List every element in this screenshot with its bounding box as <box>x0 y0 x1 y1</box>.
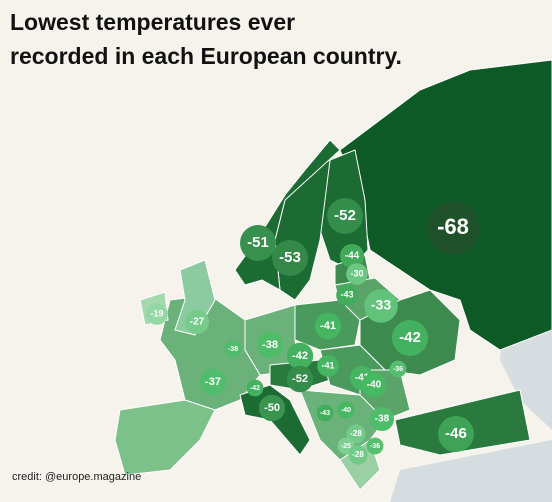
title: Lowest temperatures ever <box>10 9 295 35</box>
region-label: -30 <box>350 268 363 278</box>
region-marker <box>258 394 286 422</box>
region-marker <box>370 407 394 431</box>
region-marker <box>389 360 407 378</box>
region-marker <box>256 331 284 359</box>
region-marker <box>336 284 358 306</box>
region-label: -42 <box>250 385 260 392</box>
region-marker <box>272 240 308 276</box>
region-marker <box>362 373 386 397</box>
region-label: -42 <box>292 350 308 362</box>
region-marker <box>316 404 334 422</box>
region-marker <box>337 401 355 419</box>
region-label: -40 <box>367 380 382 391</box>
region-label: -42 <box>399 329 421 346</box>
region-marker <box>327 198 363 234</box>
region-label: -33 <box>371 297 391 313</box>
region-label: -46 <box>445 425 467 442</box>
region-label: -43 <box>340 289 353 299</box>
region-marker <box>286 365 314 393</box>
region-label: -51 <box>247 234 269 251</box>
region-marker <box>146 303 168 325</box>
region-marker <box>438 416 474 452</box>
region-label: -36 <box>370 443 380 450</box>
region-marker <box>366 437 384 455</box>
region-label: -41 <box>320 320 336 332</box>
region-label: -38 <box>228 346 238 353</box>
region-label: -27 <box>190 317 205 328</box>
region-label: -40 <box>341 407 351 414</box>
region-label: -41 <box>355 373 370 384</box>
title: recorded in each European country. <box>10 43 402 69</box>
credit: credit: @europe.magazine <box>12 471 141 483</box>
region-label: -50 <box>264 402 280 414</box>
region-label: -36 <box>393 366 403 373</box>
region-label: -28 <box>350 429 362 438</box>
region-label: -44 <box>345 251 360 262</box>
region-marker <box>348 445 368 465</box>
region-marker <box>426 201 480 255</box>
region-label: -37 <box>205 376 221 388</box>
region-label: -52 <box>292 373 308 385</box>
region-marker <box>246 379 264 397</box>
region-label: -19 <box>150 308 163 318</box>
region-label: -41 <box>321 360 334 370</box>
region-label: -53 <box>279 249 301 266</box>
region-label: -43 <box>320 410 330 417</box>
region-marker <box>392 320 428 356</box>
region-marker <box>314 312 342 340</box>
region-label: -38 <box>375 414 390 425</box>
region-marker <box>340 244 364 268</box>
region-label: -28 <box>352 450 364 459</box>
region-label: -25 <box>341 443 351 450</box>
region-label: -38 <box>262 339 278 351</box>
region-marker <box>346 424 366 444</box>
region-marker <box>317 355 339 377</box>
region-marker <box>224 340 242 358</box>
region-marker <box>199 368 227 396</box>
region-marker <box>286 342 314 370</box>
region-label: -68 <box>437 214 469 239</box>
region-marker <box>185 310 209 334</box>
region-marker <box>346 263 368 285</box>
region-marker <box>240 225 276 261</box>
region-marker <box>364 289 398 323</box>
region-label: -52 <box>334 207 356 224</box>
